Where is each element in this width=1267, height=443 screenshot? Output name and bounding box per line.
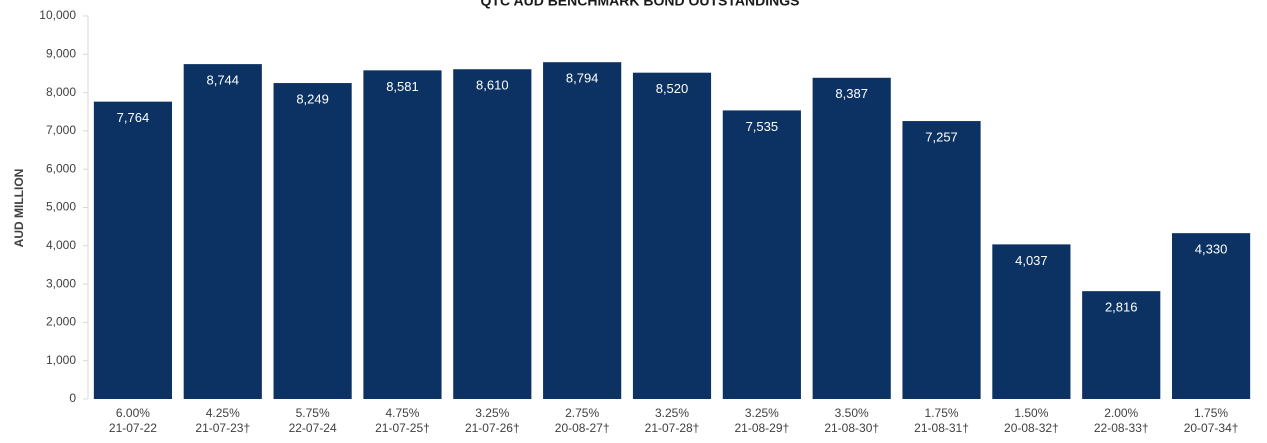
bar — [902, 121, 981, 400]
y-tick-label: 1,000 — [46, 353, 76, 367]
x-tick-label-line: 3.25% — [655, 406, 689, 420]
x-tick-label-line: 21-07-25† — [375, 421, 430, 435]
x-tick-label-line: 21-07-26† — [465, 421, 520, 435]
data-label: 4,330 — [1195, 242, 1228, 257]
data-label: 8,610 — [476, 78, 509, 93]
x-tick-label-line: 4.75% — [385, 406, 419, 420]
x-tick-label: 2.00% 22-08-33† — [1094, 406, 1149, 435]
data-label: 8,387 — [835, 86, 868, 101]
data-label: 8,249 — [296, 92, 329, 107]
bar — [812, 77, 891, 400]
bar — [453, 69, 532, 399]
x-tick-label-line: 20-08-32† — [1004, 421, 1059, 435]
x-tick-label-line: 21-08-31† — [914, 421, 969, 435]
x-tick-label-line: 21-07-22 — [109, 421, 157, 435]
y-tick-label: 4,000 — [46, 238, 76, 252]
x-tick-label-line: 20-08-27† — [555, 421, 610, 435]
x-tick-label-line: 21-07-23† — [195, 421, 250, 435]
data-label: 8,520 — [656, 81, 689, 96]
y-axis-title: AUD MILLION — [12, 169, 26, 248]
data-label: 7,535 — [746, 119, 779, 134]
x-tick-label: 1.50% 20-08-32† — [1004, 406, 1059, 435]
y-tick-label: 2,000 — [46, 315, 76, 329]
x-tick-label: 3.25% 21-08-29† — [734, 406, 789, 435]
y-tick-label: 7,000 — [46, 123, 76, 137]
bar — [1171, 233, 1251, 399]
data-label: 8,794 — [566, 71, 599, 86]
x-tick-label-line: 1.75% — [925, 406, 959, 420]
bar — [722, 110, 801, 400]
x-tick-label-line: 6.00% — [116, 406, 150, 420]
x-tick-label: 4.25% 21-07-23† — [195, 406, 250, 435]
y-tick-label: 3,000 — [46, 276, 76, 290]
x-tick-label-line: 3.25% — [475, 406, 509, 420]
x-tick-label-line: 2.75% — [565, 406, 599, 420]
x-tick-label: 6.00% 21-07-22 — [109, 406, 157, 435]
x-tick-label-line: 1.50% — [1014, 406, 1048, 420]
x-tick-label: 3.50% 21-08-30† — [824, 406, 879, 435]
data-label: 8,581 — [386, 79, 419, 94]
x-tick-label-line: 22-08-33† — [1094, 421, 1149, 435]
x-tick-label: 4.75% 21-07-25† — [375, 406, 430, 435]
x-tick-label-line: 20-07-34† — [1184, 421, 1239, 435]
y-tick-label: 10,000 — [39, 8, 76, 22]
x-tick-label: 1.75% 20-07-34† — [1184, 406, 1239, 435]
x-tick-label-line: 5.75% — [296, 406, 330, 420]
x-tick-label-line: 21-08-30† — [824, 421, 879, 435]
x-tick-label-line: 3.50% — [835, 406, 869, 420]
bar — [183, 64, 262, 399]
x-tick-label: 3.25% 21-07-26† — [465, 406, 520, 435]
x-tick-label-line: 21-08-29† — [734, 421, 789, 435]
data-label: 7,764 — [117, 110, 150, 125]
x-tick-label-line: 22-07-24 — [289, 421, 337, 435]
data-label: 4,037 — [1015, 253, 1048, 268]
x-tick-label: 5.75% 22-07-24 — [289, 406, 337, 435]
bar — [1082, 291, 1161, 399]
bar — [992, 244, 1071, 399]
x-tick-label-line: 21-07-28† — [645, 421, 700, 435]
y-tick-label: 0 — [69, 391, 76, 405]
x-tick-label: 2.75% 20-08-27† — [555, 406, 610, 435]
bar — [363, 70, 442, 399]
x-tick-label: 3.25% 21-07-28† — [645, 406, 700, 435]
bar — [543, 62, 622, 400]
chart-title: QTC AUD BENCHMARK BOND OUTSTANDINGS — [481, 0, 800, 9]
x-tick-label: 1.75% 21-08-31† — [914, 406, 969, 435]
x-tick-label-line: 2.00% — [1104, 406, 1138, 420]
x-tick-label-line: 4.25% — [206, 406, 240, 420]
x-tick-label-line: 3.25% — [745, 406, 779, 420]
y-tick-label: 8,000 — [46, 85, 76, 99]
bar — [632, 72, 712, 400]
data-label: 2,816 — [1105, 300, 1138, 315]
data-label: 8,744 — [206, 73, 239, 88]
y-tick-label: 6,000 — [46, 161, 76, 175]
y-tick-label: 9,000 — [46, 46, 76, 60]
data-label: 7,257 — [925, 129, 958, 144]
x-tick-label-line: 1.75% — [1194, 406, 1228, 420]
bar — [93, 101, 173, 400]
y-tick-label: 5,000 — [46, 200, 76, 214]
bar — [273, 83, 352, 400]
